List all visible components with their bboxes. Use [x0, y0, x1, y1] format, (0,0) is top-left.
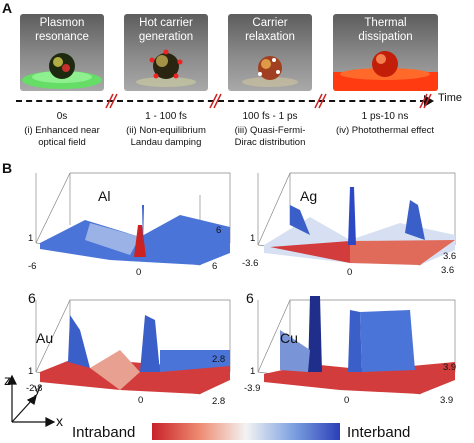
stage-title: Hot carrier generation — [138, 17, 194, 43]
x-min-label: -6 — [28, 261, 37, 272]
y-max-label: 2.8 — [212, 354, 226, 365]
z-max-label: 6 — [246, 290, 254, 306]
surface-plot-graphic — [35, 172, 231, 266]
x-min-label: -3.9 — [244, 383, 261, 394]
z-min-label: 1 — [250, 366, 256, 377]
x-axis-label: x — [56, 413, 63, 429]
stage-title: Thermal dissipation — [358, 17, 413, 43]
stage-time: 100 fs - 1 ps — [242, 111, 298, 122]
metal-label: Au — [36, 330, 54, 346]
stage-title: Carrier relaxation — [245, 17, 295, 43]
stage-time: 1 - 100 fs — [145, 111, 187, 122]
x-mid-label: 0 — [136, 267, 142, 278]
x-max-label: 3.6 — [441, 265, 455, 276]
z-min-label: 1 — [28, 233, 34, 244]
panel-b-label: B — [2, 160, 13, 176]
metal-label: Ag — [300, 188, 318, 204]
surface-plot-cu: Cu 6 3.9 1 -3.9 0 3.9 — [244, 290, 465, 410]
surface-plot-graphic — [257, 296, 456, 395]
nanoparticle-illustration — [333, 51, 438, 91]
x-min-label: -2.8 — [26, 383, 43, 394]
y-max-label: 6 — [216, 225, 222, 236]
surface-plot-au: Au 6 2.8 1 -2.8 0 2.8 — [26, 290, 240, 410]
time-arrowhead — [424, 95, 434, 107]
nanoparticle-illustration — [22, 53, 102, 89]
stage-title: Plasmon resonance — [35, 17, 89, 43]
y-axis-label: y — [34, 380, 41, 396]
axis-break-icon — [314, 93, 327, 109]
time-axis-label: Time — [438, 92, 463, 104]
nanoparticle-illustration — [242, 56, 298, 87]
stage-time: 1 ps-10 ns — [361, 111, 409, 122]
x-max-label: 2.8 — [212, 396, 226, 407]
axis-break-icon — [209, 93, 222, 109]
axis-break-icon — [419, 93, 432, 109]
surface-plot-ag: Ag 3.6 1 -3.6 0 3.6 — [242, 165, 465, 280]
metal-label: Cu — [280, 330, 298, 346]
axis-break-icon — [105, 93, 118, 109]
stage-caption: (i) Enhanced near optical field — [24, 125, 100, 148]
z-min-label: 1 — [250, 233, 256, 244]
x-max-label: 6 — [212, 261, 218, 272]
stage-caption: (iv) Photothermal effect — [335, 125, 435, 136]
time-axis — [16, 100, 426, 102]
surface-plot-graphic — [257, 172, 456, 266]
colorbar-right-label: Interband — [347, 424, 411, 441]
carrier-relaxation-image: Carrier relaxation — [228, 14, 312, 91]
stage-caption: (iii) Quasi-Fermi- Dirac distribution — [234, 125, 306, 148]
surface-plot-graphic — [35, 299, 231, 395]
colorbar-left-label: Intraband — [72, 424, 136, 441]
plasmon-resonance-image: Plasmon resonance — [20, 14, 104, 91]
x-mid-label: 0 — [138, 395, 144, 406]
panel-a-label: A — [2, 0, 13, 16]
stage-time: 0s — [56, 111, 68, 122]
y-max-label: 3.6 — [443, 251, 457, 262]
x-max-label: 3.9 — [440, 395, 454, 406]
z-min-label: 1 — [28, 366, 34, 377]
nanoparticle-illustration — [136, 49, 196, 87]
surface-plot-al: Al 6 1 -6 0 6 — [28, 165, 240, 280]
z-max-label: 6 — [28, 290, 36, 306]
z-axis-label: z — [4, 372, 11, 388]
stage-caption: (ii) Non-equilibrium Landau damping — [126, 125, 206, 148]
y-max-label: 3.9 — [443, 362, 457, 373]
axes-orientation-icon — [7, 374, 56, 427]
hot-carrier-generation-image: Hot carrier generation — [124, 14, 208, 91]
x-mid-label: 0 — [344, 395, 350, 406]
x-min-label: -3.6 — [242, 258, 259, 269]
thermal-dissipation-image: Thermal dissipation — [333, 14, 438, 91]
metal-label: Al — [98, 188, 111, 204]
x-mid-label: 0 — [347, 267, 353, 278]
colorbar — [152, 423, 340, 440]
